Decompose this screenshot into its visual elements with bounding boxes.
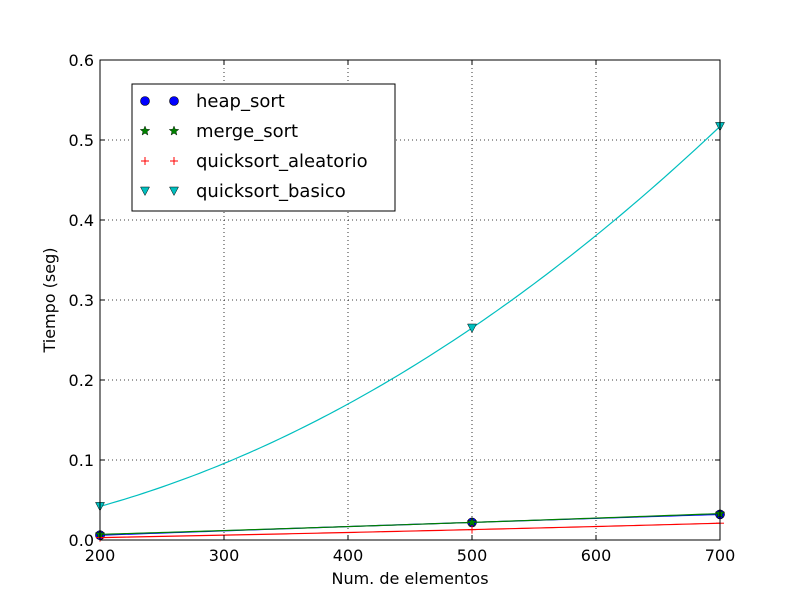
legend: heap_sort merge_sort quicksort_aleatorioqu… (131, 83, 396, 212)
legend-label: merge_sort (196, 121, 298, 142)
data-point (468, 525, 476, 534)
series-quicksort_aleatorio (96, 519, 724, 542)
legend-marker (170, 157, 178, 165)
y-tick-label: 0.2 (69, 371, 94, 390)
series-merge_sort (94, 508, 726, 539)
legend-label: quicksort_basico (196, 181, 346, 202)
x-axis-title: Num. de elementos (331, 569, 488, 588)
legend-marker (169, 96, 179, 106)
y-tick-label: 0.5 (69, 131, 94, 150)
legend-marker (139, 125, 151, 136)
legend-marker (168, 125, 180, 136)
legend-entry: merge_sort (139, 121, 298, 142)
series-line (99, 125, 721, 507)
legend-label: quicksort_aleatorio (196, 151, 368, 172)
x-tick-label: 300 (209, 546, 240, 565)
y-tick-label: 0.6 (69, 51, 94, 70)
legend-entry: quicksort_basico (140, 181, 346, 202)
legend-entry: heap_sort (140, 91, 285, 112)
data-point (467, 323, 477, 334)
x-tick-label: 600 (581, 546, 612, 565)
y-axis-title: Tiempo (seg) (40, 247, 59, 353)
legend-entry: quicksort_aleatorio (141, 151, 368, 172)
y-tick-label: 0.1 (69, 451, 94, 470)
legend-marker (140, 96, 150, 106)
y-tick-label: 0.4 (69, 211, 94, 230)
x-tick-label: 500 (457, 546, 488, 565)
x-tick-label: 700 (705, 546, 736, 565)
x-tick-label: 400 (333, 546, 364, 565)
data-point (466, 516, 478, 527)
legend-marker (169, 186, 179, 197)
y-tick-label: 0.0 (69, 531, 94, 550)
y-tick-label: 0.3 (69, 291, 94, 310)
legend-label: heap_sort (196, 91, 285, 112)
series-line (99, 522, 721, 539)
legend-marker (141, 157, 149, 165)
legend-marker (140, 186, 150, 197)
series-line (99, 513, 721, 535)
ticks: 200 300 400 500 600 700 0.0 0.1 0.2 0.3 0.4 0.5 0.6 (69, 51, 736, 565)
x-tick-label: 200 (85, 546, 116, 565)
